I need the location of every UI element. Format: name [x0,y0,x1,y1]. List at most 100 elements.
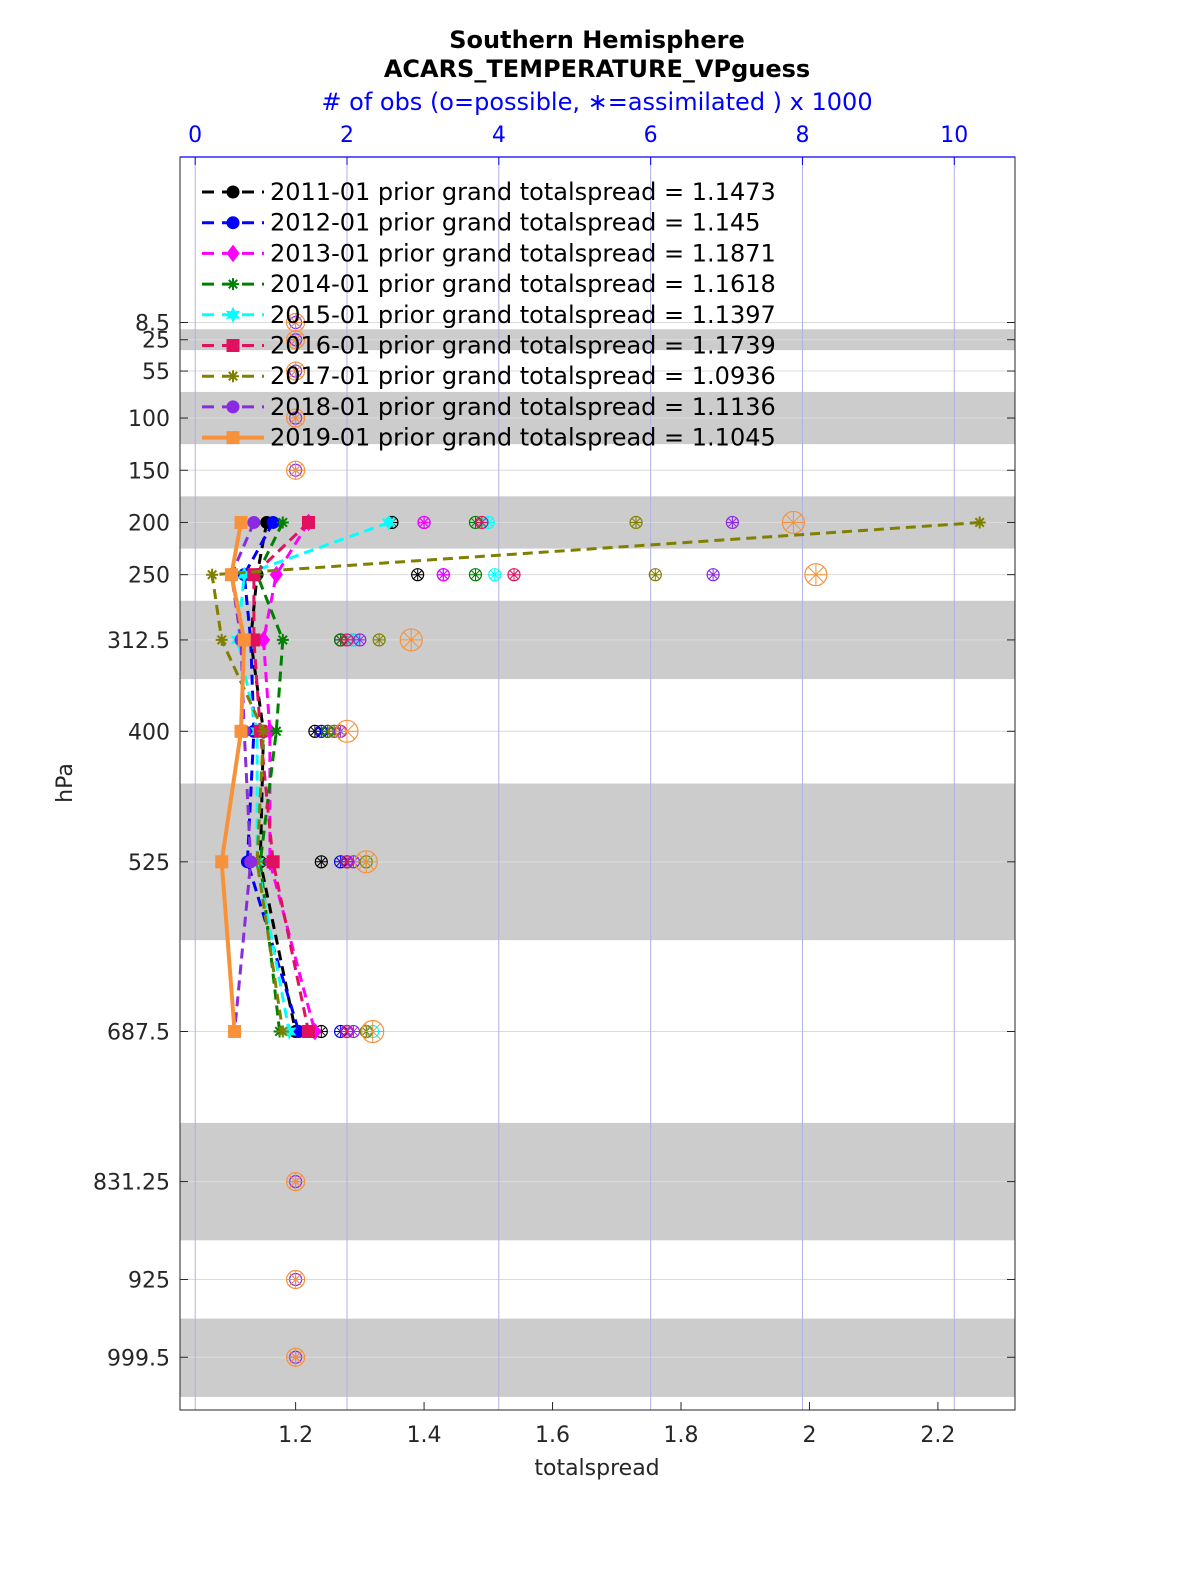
horizontal-grid [180,322,1015,1358]
legend-marker-2 [226,244,240,263]
top-tick-label-3: 6 [644,123,658,148]
legend-label-0: 2011-01 prior grand totalspread = 1.1473 [270,178,776,206]
obs-marker-s6-l1-star [649,568,662,581]
obs-marker-s3-l1 [468,568,483,582]
obs-marker-s2-l0 [417,515,431,530]
legend-marker-5 [226,339,240,352]
obs-marker-s5-l0 [475,515,489,530]
legend-label-3: 2014-01 prior grand totalspread = 1.1618 [270,270,776,298]
obs-marker-s8-l2-star [400,628,423,651]
possible-marker-outer-2 [286,361,306,381]
obs-marker-s7-l1-star [707,568,720,581]
legend: 2011-01 prior grand totalspread = 1.1473… [202,178,776,452]
ytick-label-13: 999.5 [107,1346,170,1371]
legend-label-2: 2013-01 prior grand totalspread = 1.1871 [270,239,776,267]
obs-marker-s6-l0 [629,515,643,530]
series-point-s6-l1 [206,568,219,581]
xtick-label-3: 1.8 [664,1423,699,1448]
series-line-1 [242,521,301,1032]
possible-marker-outer-6-star [286,1270,305,1289]
xtick-label-4: 2 [802,1423,816,1448]
top-tick-label-2: 4 [492,123,506,148]
obs-marker-s5-l1-star [508,568,520,581]
series-line-0 [249,522,298,1032]
top-tick-label-4: 8 [795,123,809,148]
obs-marker-s0-l4 [314,855,328,869]
top-axis-ticks: 0 2 4 6 8 10 [188,123,968,165]
chart-title: Southern Hemisphere [449,26,745,54]
series-point-s8-l3 [234,724,248,738]
legend-marker-0 [226,185,240,199]
possible-marker-outer-7-star [286,1348,305,1367]
series-point-s4-l0 [381,514,396,531]
obs-marker-s0-l4-star [315,855,328,868]
obs-marker-s7-l5-star [347,1025,360,1038]
ytick-label-10: 687.5 [107,1020,170,1045]
y-axis-label: hPa [53,763,78,803]
legend-marker-4 [225,306,241,323]
series-point-s5-l4 [266,855,280,869]
ytick-label-9: 525 [128,851,170,876]
observation-markers [286,312,828,1367]
legend-marker-3 [227,278,239,291]
series-point-s8-l1 [224,568,238,582]
series-point-s6-l0 [973,516,986,529]
possible-marker-outer-0-star [286,313,305,332]
obs-marker-s8-l3-star [336,720,358,743]
top-axis-label: # of obs (o=possible, ∗=assimilated ) x … [321,88,872,116]
ytick-label-12: 925 [128,1268,170,1293]
ytick-label-6: 250 [128,564,170,589]
series-lines [206,513,986,1041]
legend-label-8: 2019-01 prior grand totalspread = 1.1045 [270,424,776,452]
xtick-label-2: 1.6 [535,1423,570,1448]
obs-marker-s7-l1 [706,568,720,582]
obs-marker-s7-l2 [353,633,367,647]
series-point-s5-l5 [301,1024,315,1038]
legend-label-6: 2017-01 prior grand totalspread = 1.0936 [270,362,776,390]
possible-marker-outer-1 [286,330,306,350]
obs-marker-s6-l2-star [373,633,386,646]
xtick-label-0: 1.2 [278,1423,313,1448]
obs-marker-s2-l1-star [437,568,450,581]
possible-marker-outer-6 [286,1269,306,1290]
obs-marker-s8-l3 [335,719,359,743]
series-line-2 [261,521,317,1032]
obs-marker-s5-l2-star [341,633,353,646]
top-tick-label-5: 10 [940,123,968,148]
possible-marker-outer-2-star [286,362,305,381]
ytick-label-11: 831.25 [93,1171,170,1196]
possible-marker-outer-5-star [286,1172,305,1191]
legend-marker-8 [226,431,240,445]
x-axis-ticks: 1.2 1.4 1.6 1.8 2 2.2 [278,1402,955,1448]
x-axis-label: totalspread [534,1456,659,1481]
obs-marker-s6-l0-star [630,516,642,529]
obs-marker-s0-l1 [411,568,425,582]
obs-marker-s8-l2 [399,628,423,652]
legend-label-5: 2016-01 prior grand totalspread = 1.1739 [270,332,776,360]
obs-marker-s2-l1 [436,568,450,582]
legend-marker-1 [226,216,240,230]
obs-marker-s7-l0 [725,515,739,530]
possible-marker-outer-1-star [286,330,305,349]
series-point-s3-l3 [270,725,283,738]
legend-label-7: 2018-01 prior grand totalspread = 1.1136 [270,393,776,421]
series-point-s6-l2 [215,633,228,646]
ytick-label-5: 200 [128,511,170,536]
possible-marker-outer-3-star [286,409,305,427]
series-point-s3-l0 [276,516,289,529]
legend-marker-7 [226,400,240,414]
legend-marker-6 [227,370,239,383]
top-tick-label-1: 2 [340,123,354,148]
possible-marker-outer-3 [286,408,306,428]
chart-subtitle: ACARS_TEMPERATURE_VPguess [384,55,810,83]
series-line-5 [252,521,310,1032]
obs-marker-s8-l1 [804,563,828,587]
series-point-s5-l0 [301,515,315,529]
possible-marker-outer-4 [286,460,306,480]
obs-marker-s5-l1 [507,568,521,582]
series-point-s8-l4 [215,855,229,869]
ytick-label-7: 312.5 [107,629,170,654]
possible-marker-outer-5 [286,1171,306,1192]
xtick-label-1: 1.4 [407,1423,442,1448]
